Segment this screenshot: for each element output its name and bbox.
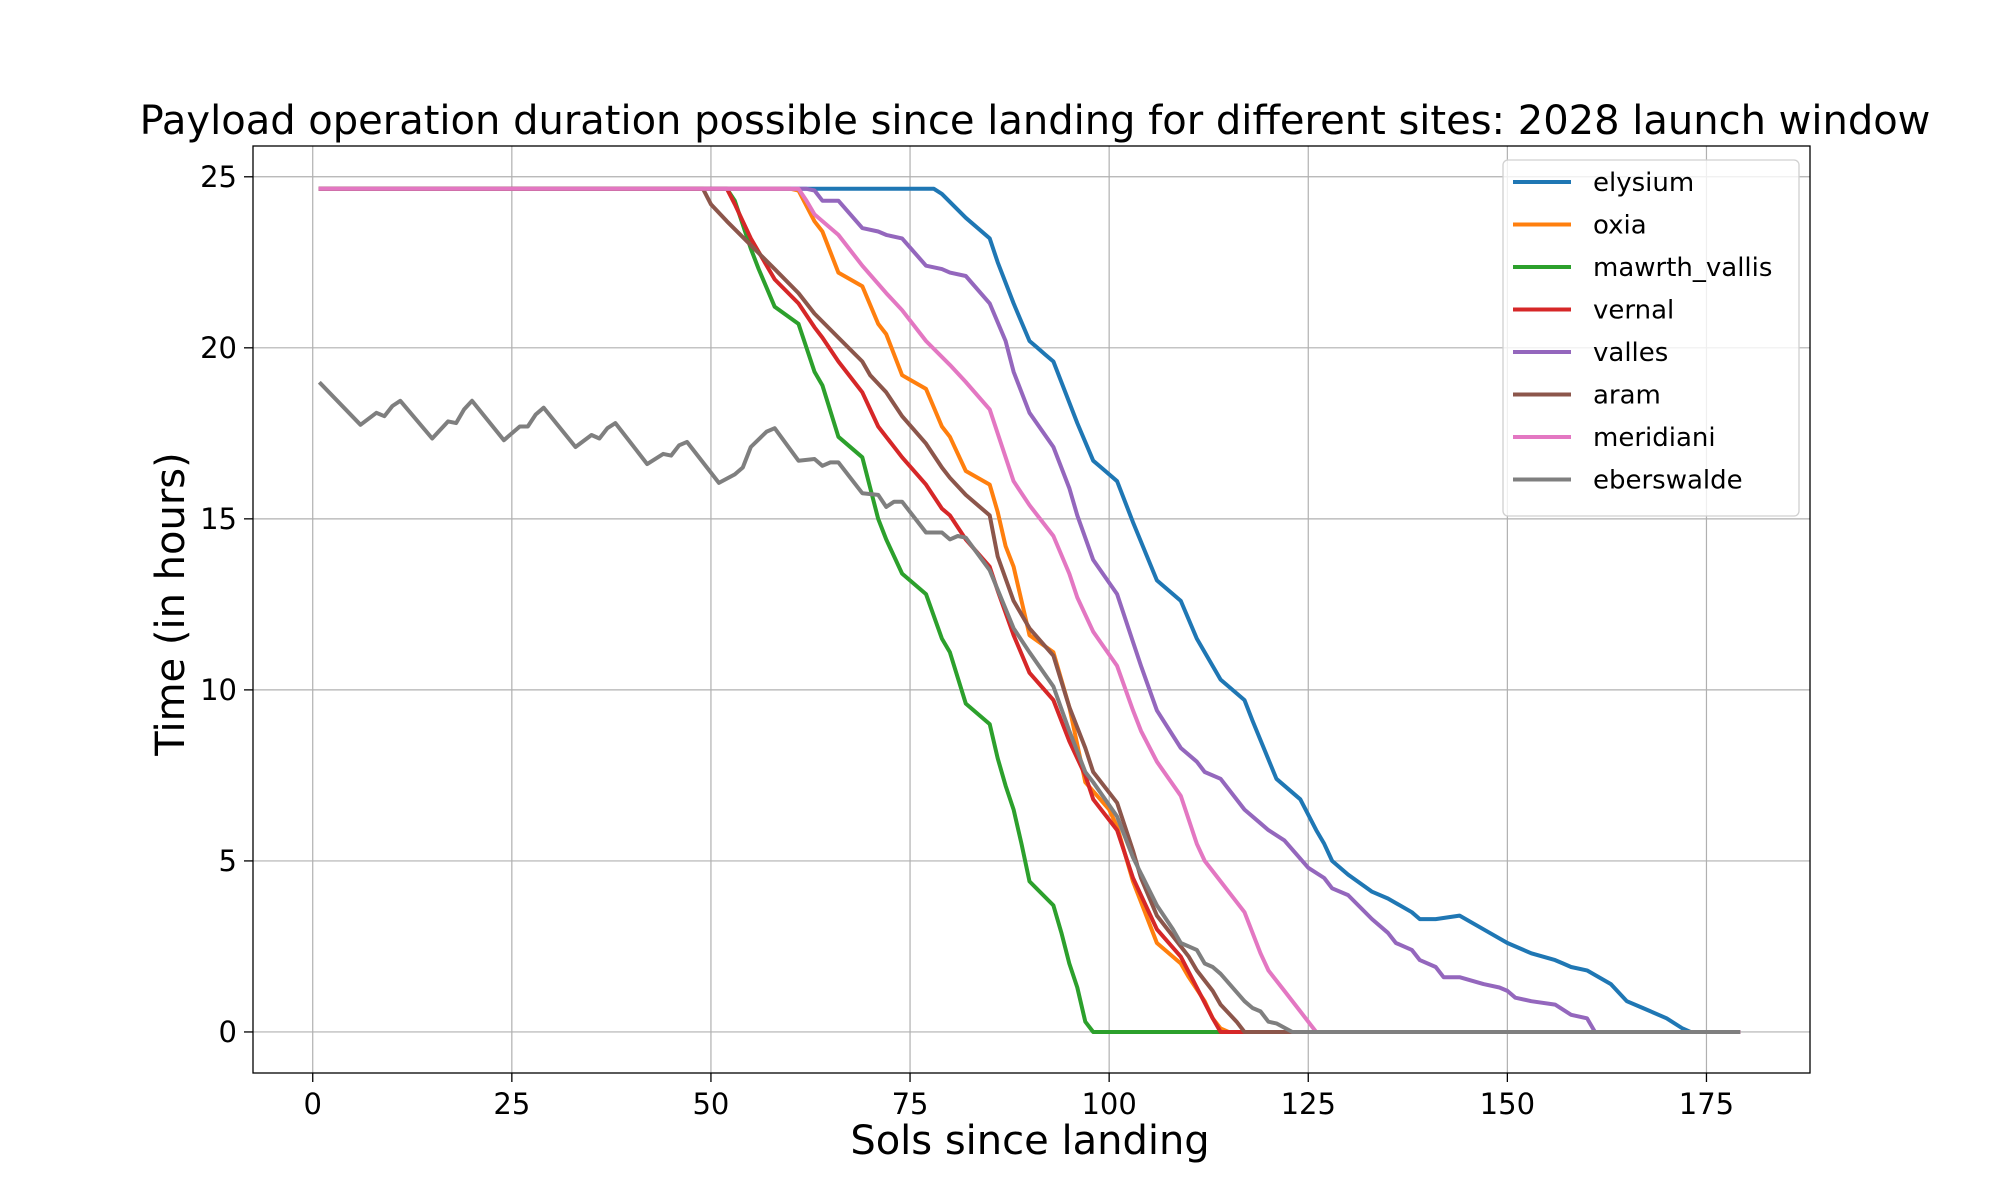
series-line-oxia [318, 186, 1741, 1034]
chart-title: Payload operation duration possible sinc… [140, 98, 1931, 144]
legend-label: valles [1593, 338, 1668, 368]
legend-label: elysium [1593, 168, 1694, 198]
y-axis-title: Time (in hours) [148, 452, 194, 756]
x-tick-label: 25 [493, 1087, 530, 1121]
axis-ticks: 0 25 50 75 100 125 150 175 0 5 10 15 20 25 [200, 160, 1734, 1121]
x-tick-label: 150 [1480, 1087, 1535, 1121]
x-tick-label: 0 [304, 1087, 322, 1121]
x-axis-title: Sols since landing [850, 1118, 1209, 1164]
x-tick-label: 100 [1081, 1087, 1136, 1121]
legend-label: mawrth_vallis [1593, 253, 1772, 283]
series-line-eberswalde [317, 380, 1741, 1034]
legend-label: oxia [1593, 211, 1647, 241]
series-line-valles [318, 186, 1741, 1034]
y-tick-label: 5 [219, 844, 237, 878]
x-tick-label: 175 [1679, 1087, 1734, 1121]
legend-label: meridiani [1593, 423, 1716, 453]
y-tick-label: 15 [200, 502, 237, 536]
x-tick-label: 50 [692, 1087, 729, 1121]
plot-series [317, 186, 1741, 1034]
plot-frame [252, 145, 1811, 1074]
series-line-aram [318, 186, 1741, 1034]
legend-label: eberswalde [1593, 466, 1743, 496]
series-line-meridiani [318, 186, 1741, 1034]
legend-box [1502, 159, 1800, 517]
x-tick-label: 75 [892, 1087, 929, 1121]
x-tick-label: 125 [1281, 1087, 1336, 1121]
legend-label: vernal [1593, 296, 1674, 326]
series-line-elysium [318, 186, 1741, 1034]
y-tick-label: 0 [219, 1015, 237, 1049]
y-tick-label: 25 [200, 160, 237, 194]
y-tick-label: 10 [200, 673, 237, 707]
legend-label: aram [1593, 381, 1661, 411]
series-line-mawrth-vallis [318, 186, 1741, 1034]
y-tick-label: 20 [200, 331, 237, 365]
